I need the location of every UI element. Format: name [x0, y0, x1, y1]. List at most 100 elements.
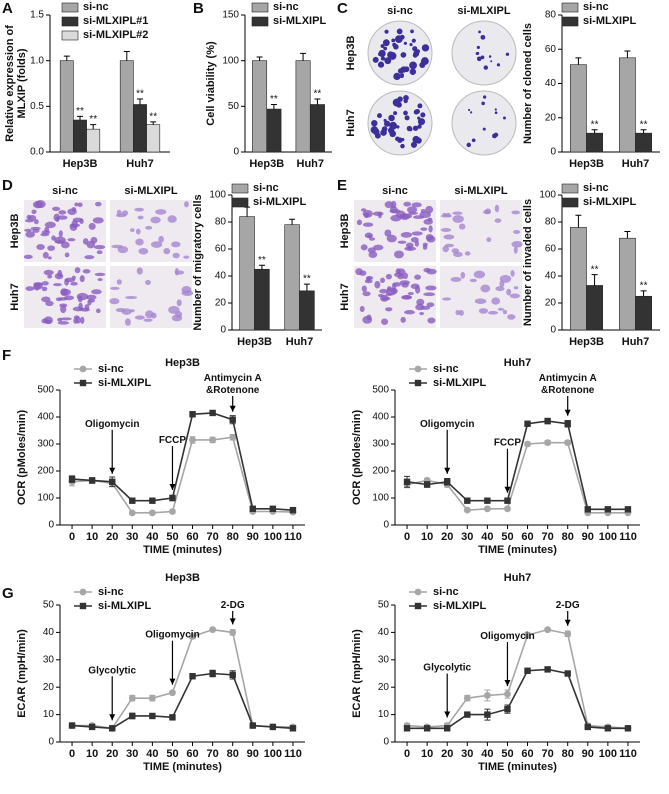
cell [389, 206, 398, 214]
cell [397, 240, 407, 244]
row-label: Huh7 [345, 109, 357, 137]
series-line [406, 420, 628, 511]
colony [412, 135, 420, 144]
cell [422, 242, 428, 247]
colony [410, 29, 414, 34]
cell [411, 231, 423, 236]
significance: ** [591, 119, 599, 130]
error-bar [150, 121, 157, 125]
error-bar [591, 129, 598, 134]
arrow-head [169, 678, 176, 685]
colony [476, 45, 480, 50]
error-bar [90, 124, 97, 130]
cell [174, 267, 179, 276]
cell [397, 268, 406, 276]
row-label: Hep3B [345, 36, 357, 71]
cell [30, 226, 41, 231]
cell [23, 254, 33, 259]
cell [459, 223, 466, 230]
x-tick-label: 0 [69, 748, 75, 760]
cell [60, 288, 69, 296]
cell [31, 209, 37, 215]
colony [403, 41, 407, 45]
cell [117, 246, 129, 254]
x-tick-label: 100 [599, 531, 617, 543]
colony [483, 65, 488, 70]
cell [74, 267, 81, 274]
cell [367, 234, 372, 238]
y-tick-label: 50 [43, 600, 55, 611]
marker [169, 689, 176, 697]
y-tick-label: 50 [228, 101, 240, 112]
marker [269, 505, 277, 512]
chart-title: Huh7 [504, 357, 532, 369]
x-tick-label: 60 [186, 748, 198, 760]
marker [88, 723, 96, 731]
marker [524, 667, 531, 674]
cell [95, 308, 101, 314]
cell [55, 297, 62, 302]
x-tick-label: 90 [582, 748, 594, 760]
marker [464, 711, 471, 718]
bar [133, 104, 147, 153]
colony [380, 56, 386, 61]
marker [584, 723, 591, 731]
annotation-line: Antimycin A [204, 373, 262, 384]
bar [635, 132, 652, 153]
significance: ** [76, 106, 84, 117]
significance: ** [640, 119, 648, 130]
cell [110, 286, 120, 290]
arrow-head [229, 405, 236, 412]
y-axis-label: OCR (pMoles/min) [16, 410, 28, 506]
significance: ** [640, 280, 648, 291]
error-bar [137, 98, 143, 105]
arrow-head [564, 409, 571, 416]
x-tick-label: 80 [562, 748, 574, 760]
colony [400, 74, 404, 79]
colony [481, 101, 485, 106]
colony [403, 110, 408, 116]
x-tick-label: 50 [166, 531, 178, 543]
x-tick-label: 100 [599, 748, 617, 760]
dish [451, 90, 517, 156]
cell [145, 279, 151, 285]
cell [374, 280, 381, 289]
cell [57, 269, 63, 278]
arrow-head [444, 467, 451, 474]
cell [82, 238, 89, 245]
x-tick-label: 20 [441, 748, 453, 760]
colony [420, 57, 429, 66]
x-tick-label: 30 [126, 748, 138, 760]
x-tick-label: 110 [619, 748, 637, 760]
colony [396, 125, 400, 129]
cell [145, 225, 153, 230]
legend-swatch [561, 16, 579, 27]
legend-label: si-MLXIPL [583, 196, 636, 208]
x-tick-label: 0 [404, 748, 410, 760]
annotation: Antimycin A &Rotenone [204, 373, 262, 396]
y-axis-label: Number of cloned cells [522, 23, 534, 144]
dish [367, 20, 433, 86]
cell [40, 232, 50, 237]
marker [544, 439, 552, 447]
legend-swatch [231, 197, 249, 208]
cell [63, 295, 75, 301]
colony [496, 63, 501, 67]
legend-swatch [561, 2, 579, 13]
cell [400, 316, 406, 323]
y-tick-label: 80 [545, 10, 557, 21]
cell [402, 295, 412, 300]
marker [289, 725, 297, 732]
y-tick-label: 20 [215, 298, 227, 309]
x-tick-label: Huh7 [126, 158, 154, 170]
cell [414, 240, 420, 247]
legend-swatch [561, 197, 579, 208]
marker [544, 666, 551, 673]
cell [96, 250, 103, 255]
x-tick-label: Hep3B [569, 336, 604, 348]
y-tick-label: 20 [545, 112, 557, 123]
x-tick-label: 10 [86, 748, 98, 760]
colony [404, 115, 410, 121]
colony [410, 141, 418, 148]
y-tick-label: 40 [43, 627, 55, 638]
